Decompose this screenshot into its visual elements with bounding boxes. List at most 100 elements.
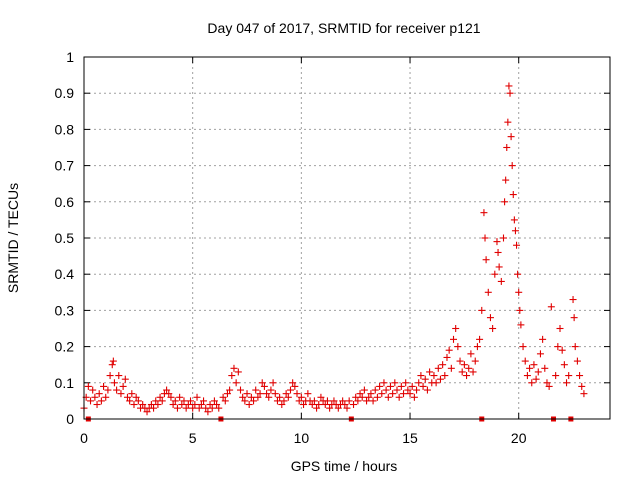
data-point [445, 346, 453, 354]
data-point [113, 386, 121, 394]
data-point [219, 393, 227, 401]
data-point [532, 375, 540, 383]
data-point [494, 248, 502, 256]
data-point [547, 303, 555, 311]
data-point [404, 386, 412, 394]
data-point [152, 397, 160, 405]
data-point [176, 393, 184, 401]
data-point [167, 393, 175, 401]
data-point [382, 386, 390, 394]
data-point [258, 379, 266, 387]
data-point [499, 234, 507, 242]
data-point [193, 393, 201, 401]
data-point [273, 397, 281, 405]
data-point [143, 408, 151, 416]
y-axis-label: SRMTID / TECUs [5, 183, 21, 293]
data-point [241, 397, 249, 405]
data-point [102, 393, 110, 401]
data-point [134, 397, 142, 405]
data-point [210, 397, 218, 405]
data-point [482, 256, 490, 264]
data-point [526, 364, 534, 372]
data-point [397, 382, 405, 390]
data-point [128, 390, 136, 398]
data-point [556, 325, 564, 332]
data-point [286, 386, 294, 394]
data-point [228, 372, 236, 380]
data-point [505, 82, 513, 90]
data-point [421, 375, 429, 383]
data-point [91, 393, 99, 401]
data-point [310, 397, 318, 405]
data-point [513, 241, 521, 249]
data-point [510, 216, 518, 224]
data-point [265, 393, 273, 401]
data-point [519, 343, 527, 351]
data-point [569, 296, 577, 304]
data-point [395, 393, 403, 401]
data-point [458, 368, 466, 376]
data-point [297, 393, 305, 401]
data-point [580, 390, 588, 398]
data-point [234, 368, 242, 376]
data-point [200, 397, 208, 405]
data-point [460, 361, 468, 369]
data-point [463, 372, 471, 380]
y-tick-label: 0.9 [55, 85, 75, 101]
data-point [269, 379, 277, 387]
y-tick-label: 0.5 [55, 230, 75, 246]
data-point [252, 386, 260, 394]
data-point [469, 368, 477, 376]
data-point [517, 321, 525, 329]
data-point [284, 393, 292, 401]
data-point [260, 382, 268, 390]
data-point [271, 390, 279, 398]
data-point [300, 401, 308, 409]
data-point [536, 350, 544, 358]
data-point [150, 404, 158, 412]
x-axis-label: GPS time / hours [291, 458, 398, 474]
data-point [247, 393, 255, 401]
data-point [108, 361, 116, 369]
data-point [230, 364, 238, 372]
y-tick-label: 0 [66, 411, 74, 427]
data-point [389, 390, 397, 398]
data-point [452, 325, 460, 332]
data-point [497, 277, 505, 285]
data-point [95, 390, 103, 398]
data-point [541, 364, 549, 372]
data-point [206, 401, 214, 409]
data-point [365, 393, 373, 401]
data-point [158, 397, 166, 405]
data-point [215, 404, 223, 412]
data-point [473, 343, 481, 351]
data-point [356, 390, 364, 398]
data-point [132, 393, 140, 401]
data-point [276, 393, 284, 401]
y-tick-label: 0.1 [55, 375, 75, 391]
data-point [552, 372, 560, 380]
data-point [97, 397, 105, 405]
data-point [507, 133, 515, 141]
data-point [326, 404, 334, 412]
data-point [378, 390, 386, 398]
data-point [495, 263, 503, 271]
data-point [119, 382, 127, 390]
data-point [563, 379, 571, 387]
data-point [515, 288, 523, 296]
data-point [406, 390, 414, 398]
data-point [178, 401, 186, 409]
data-point [350, 401, 358, 409]
data-point [450, 335, 458, 343]
y-tick-label: 0.3 [55, 302, 75, 318]
data-point [443, 353, 451, 361]
data-point [126, 397, 134, 405]
data-point [232, 379, 240, 387]
x-tick-label: 0 [80, 430, 88, 446]
data-point [516, 306, 524, 314]
data-point [436, 375, 444, 383]
data-point [402, 379, 410, 387]
data-point [109, 357, 117, 365]
data-point [226, 386, 234, 394]
